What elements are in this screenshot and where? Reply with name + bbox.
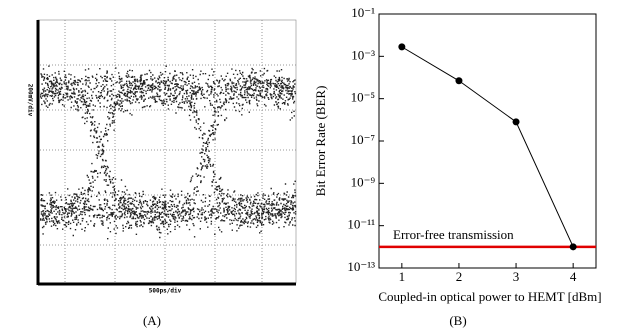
data-point — [398, 43, 405, 50]
page: {"panel_a": {"caption": "(A)", "x_label"… — [0, 0, 621, 333]
eye-x-label: 500ps/div — [149, 288, 182, 295]
x-tick-label: 3 — [513, 269, 520, 284]
caption-b: (B) — [449, 313, 466, 328]
y-tick-label: 10⁻⁹ — [351, 174, 376, 189]
figure: 500ps/div 200mV/div (A) (B) Coupled-in o… — [0, 0, 621, 333]
y-tick-label: 10⁻⁵ — [351, 90, 375, 105]
y-tick-label: 10⁻³ — [351, 47, 375, 62]
eye-samples — [40, 66, 296, 240]
x-axis-title: Coupled-in optical power to HEMT [dBm] — [378, 289, 601, 304]
eye-diagram — [38, 20, 296, 285]
y-tick-label: 10⁻⁷ — [351, 132, 375, 147]
y-tick-label: 10⁻¹ — [351, 5, 375, 20]
data-point — [455, 77, 462, 84]
eye-y-label: 200mV/div — [27, 84, 34, 117]
x-tick-label: 2 — [456, 269, 463, 284]
x-tick-label: 4 — [570, 269, 577, 284]
data-point — [570, 243, 577, 250]
x-tick-label: 1 — [399, 269, 406, 284]
y-tick-label: 10⁻¹³ — [347, 259, 375, 274]
eye-frame — [38, 20, 296, 283]
data-point — [513, 118, 520, 125]
caption-a: (A) — [143, 313, 161, 328]
reference-label: Error-free transmission — [393, 227, 514, 242]
y-axis-title: Bit Error Rate (BER) — [313, 86, 328, 197]
y-tick-label: 10⁻¹¹ — [347, 217, 375, 232]
series-line — [402, 47, 573, 247]
